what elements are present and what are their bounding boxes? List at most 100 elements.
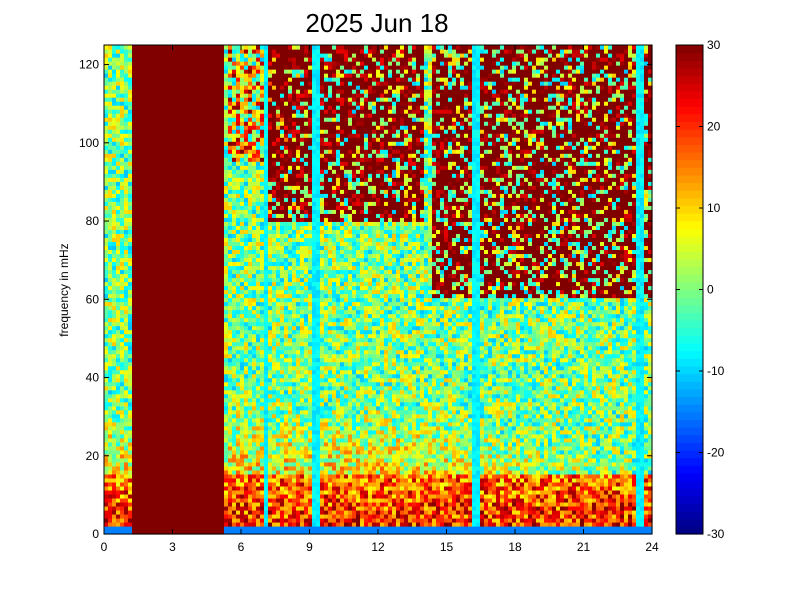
heatmap-cell	[132, 169, 137, 174]
heatmap-cell	[136, 497, 141, 503]
heatmap-cell	[184, 513, 189, 519]
heatmap-cell	[116, 201, 121, 206]
heatmap-cell	[152, 253, 157, 259]
heatmap-cell	[208, 197, 213, 202]
heatmap-cell	[108, 165, 113, 170]
heatmap-cell	[164, 281, 169, 287]
heatmap-cell	[224, 461, 229, 467]
heatmap-cell	[180, 445, 185, 451]
heatmap-cell	[108, 505, 113, 511]
heatmap-cell	[168, 137, 173, 142]
heatmap-cell	[224, 385, 229, 391]
heatmap-cell	[196, 437, 201, 443]
heatmap-cell	[136, 525, 141, 531]
heatmap-cell	[136, 49, 141, 54]
heatmap-cell	[184, 121, 189, 126]
heatmap-cell	[152, 489, 157, 495]
heatmap-cell	[176, 341, 181, 347]
heatmap-cell	[196, 153, 201, 158]
heatmap-cell	[228, 509, 233, 515]
heatmap-cell	[264, 225, 269, 230]
heatmap-cell	[176, 109, 181, 114]
heatmap-cell	[120, 213, 125, 218]
heatmap-cell	[260, 45, 265, 50]
heatmap-cell	[216, 229, 221, 234]
heatmap-cell	[112, 217, 117, 222]
heatmap-cell	[244, 425, 249, 431]
heatmap-cell	[196, 485, 201, 491]
heatmap-cell	[120, 525, 125, 531]
heatmap-cell	[232, 101, 237, 106]
heatmap-cell	[140, 161, 145, 166]
heatmap-cell	[132, 165, 137, 170]
heatmap-cell	[164, 53, 169, 58]
heatmap-cell	[156, 173, 161, 178]
heatmap-cell	[168, 109, 173, 114]
heatmap-cell	[140, 133, 145, 138]
heatmap-cell	[244, 389, 249, 395]
heatmap-cell	[232, 273, 237, 279]
heatmap-cell	[244, 305, 249, 311]
heatmap-cell	[156, 309, 161, 315]
heatmap-cell	[244, 81, 249, 86]
heatmap-cell	[248, 313, 253, 319]
heatmap-cell	[192, 205, 197, 210]
heatmap-cell	[208, 221, 213, 226]
heatmap-cell	[112, 373, 117, 379]
heatmap-cell	[112, 341, 117, 347]
heatmap-cell	[132, 213, 137, 218]
heatmap-cell	[176, 101, 181, 106]
heatmap-cell	[196, 477, 201, 483]
heatmap-cell	[204, 465, 209, 471]
heatmap-cell	[188, 249, 193, 255]
heatmap-cell	[248, 117, 253, 122]
heatmap-cell	[124, 365, 129, 371]
heatmap-cell	[256, 289, 261, 295]
heatmap-cell	[144, 261, 149, 267]
heatmap-cell	[260, 389, 265, 395]
heatmap-cell	[112, 165, 117, 170]
heatmap-cell	[232, 477, 237, 483]
heatmap-cell	[132, 57, 137, 62]
heatmap-cell	[120, 341, 125, 347]
heatmap-cell	[208, 397, 213, 403]
heatmap-cell	[140, 277, 145, 283]
heatmap-cell	[128, 361, 133, 367]
heatmap-cell	[148, 265, 153, 271]
heatmap-cell	[184, 117, 189, 122]
heatmap-cell	[228, 233, 233, 238]
heatmap-cell	[128, 381, 133, 387]
heatmap-cell	[192, 333, 197, 339]
heatmap-cell	[228, 221, 233, 226]
heatmap-cell	[128, 233, 133, 238]
heatmap-cell	[156, 133, 161, 138]
heatmap-cell	[236, 113, 241, 118]
heatmap-cell	[220, 257, 225, 263]
heatmap-cell	[132, 49, 137, 54]
heatmap-cell	[184, 333, 189, 339]
heatmap-cell	[184, 237, 189, 242]
heatmap-cell	[120, 469, 125, 475]
heatmap-cell	[112, 485, 117, 491]
heatmap-cell	[192, 441, 197, 447]
heatmap-cell	[224, 261, 229, 267]
heatmap-cell	[192, 381, 197, 387]
heatmap-cell	[132, 77, 137, 82]
heatmap-cell	[196, 445, 201, 451]
heatmap-cell	[224, 341, 229, 347]
heatmap-cell	[116, 61, 121, 66]
heatmap-cell	[248, 49, 253, 54]
heatmap-cell	[232, 57, 237, 62]
heatmap-cell	[128, 441, 133, 447]
heatmap-cell	[244, 141, 249, 146]
heatmap-cell	[228, 501, 233, 507]
heatmap-cell	[168, 365, 173, 371]
heatmap-cell	[264, 113, 269, 118]
heatmap-cell	[136, 385, 141, 391]
heatmap-cell	[212, 525, 217, 531]
heatmap-cell	[164, 193, 169, 198]
heatmap-cell	[228, 85, 233, 90]
heatmap-cell	[220, 213, 225, 218]
heatmap-cell	[152, 453, 157, 459]
heatmap-cell	[156, 493, 161, 499]
